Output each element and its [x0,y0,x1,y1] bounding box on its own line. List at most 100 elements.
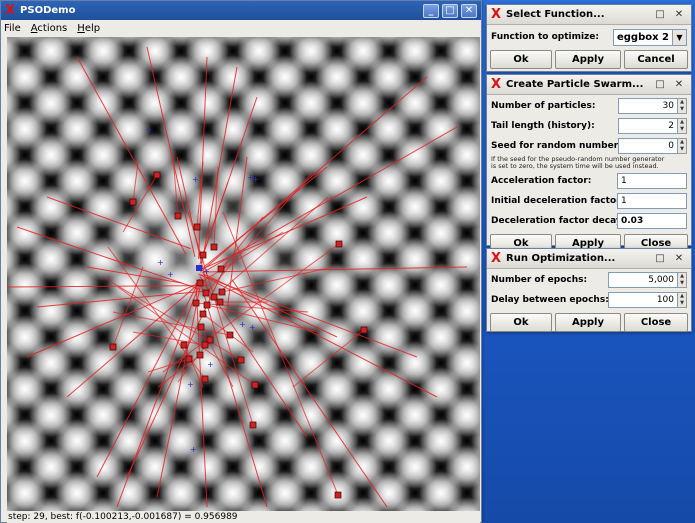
particle-trail [187,211,254,426]
spin-up-icon[interactable]: ▲ [680,119,684,125]
epochs-input[interactable]: 5,000 [608,272,678,288]
particles-input[interactable]: 30 [618,98,678,114]
particle [109,343,117,351]
spin-up-icon[interactable]: ▲ [680,273,684,279]
maximize-icon[interactable]: □ [655,9,665,20]
delay-input[interactable]: 100 [608,292,678,308]
particle [203,301,211,309]
spin-down-icon[interactable]: ▼ [680,146,684,152]
particle-trail [126,262,228,478]
create-swarm-titlebar[interactable]: X Create Particle Swarm... □ ✕ [487,75,691,95]
eggbox-plot: +++++++++++++ [7,37,480,511]
spin-up-icon[interactable]: ▲ [680,99,684,105]
status-bar: step: 29, best: f(-0.100213,-0.001687) =… [7,511,480,523]
cancel-button[interactable]: Cancel [624,50,688,69]
seed-input[interactable]: 0 [618,138,678,154]
maximize-icon[interactable]: □ [655,79,665,90]
particles-spinner[interactable]: 30 ▲ ▼ [618,98,687,114]
decay-label: Deceleration factor decay: [491,216,617,226]
particle [199,251,207,259]
particle-trail [122,174,158,233]
close-icon[interactable]: ✕ [674,79,684,90]
tail-length-input[interactable]: 2 [618,118,678,134]
particle-trail [16,226,201,290]
particle [197,323,205,331]
seed-note-line1: If the seed for the pseudo-random number… [491,155,665,163]
particle-trail [196,161,204,228]
delay-spinner[interactable]: 100 ▲ ▼ [608,292,687,308]
close-icon[interactable]: ✕ [674,253,684,264]
particle [206,336,214,344]
spin-up-icon[interactable]: ▲ [680,293,684,299]
particle [251,381,259,389]
particle [217,265,225,273]
personal-best-marker: + [157,258,164,267]
particle-trail [112,311,231,336]
close-button[interactable]: Close [624,313,688,332]
chevron-down-icon[interactable]: ▼ [672,29,686,45]
spin-down-icon[interactable]: ▼ [680,126,684,132]
main-window-titlebar[interactable]: X PSODemo _ □ ✕ [1,1,481,20]
close-icon[interactable]: ✕ [461,3,477,18]
particle-trail [201,126,458,274]
personal-best-marker: + [207,360,214,369]
x-logo-icon: X [491,77,502,92]
particle [199,310,207,318]
particle [153,171,161,179]
particle [237,356,245,364]
menu-file[interactable]: File [4,22,21,34]
swarm-canvas[interactable]: +++++++++++++ [7,37,480,511]
close-icon[interactable]: ✕ [674,9,684,20]
particle-trail [195,282,208,508]
personal-best-marker: + [247,173,254,182]
apply-button[interactable]: Apply [555,50,621,69]
maximize-icon[interactable]: □ [442,3,458,18]
particle-trail [198,278,268,508]
seed-note-line2: is set to zero, the system time will be … [491,162,659,170]
particle [196,279,204,287]
spin-down-icon[interactable]: ▼ [680,300,684,306]
maximize-icon[interactable]: □ [655,253,665,264]
menu-bar: File Actions Help [1,20,481,36]
personal-best-marker: + [187,380,194,389]
menu-actions[interactable]: Actions [30,22,68,34]
particle-trail [205,171,314,294]
run-optimization-title: Run Optimization... [506,253,616,264]
particle [180,341,188,349]
personal-bests-layer: +++++++++++++ [145,125,259,454]
ok-button[interactable]: Ok [490,313,552,332]
ok-button[interactable]: Ok [490,50,552,69]
tail-length-label: Tail length (history): [491,121,595,131]
particle [249,421,257,429]
tail-length-spinner[interactable]: 2 ▲ ▼ [618,118,687,134]
epochs-spinner[interactable]: 5,000 ▲ ▼ [608,272,687,288]
particle [334,491,342,499]
create-swarm-dialog: X Create Particle Swarm... □ ✕ Number of… [486,74,692,253]
personal-best-marker: + [192,175,199,184]
particle-trail [117,286,256,386]
particle [218,288,226,296]
spin-down-icon[interactable]: ▼ [680,106,684,112]
particle-trail [147,358,190,373]
personal-best-marker: + [190,445,197,454]
seed-spinner[interactable]: 0 ▲ ▼ [618,138,687,154]
apply-button[interactable]: Apply [555,313,621,332]
menu-help[interactable]: Help [77,22,101,34]
particle-trail [201,66,238,264]
particle-trail [172,156,179,217]
acceleration-input[interactable]: 1 [617,173,687,189]
select-function-titlebar[interactable]: X Select Function... □ ✕ [487,5,691,25]
spin-up-icon[interactable]: ▲ [680,139,684,145]
personal-best-marker: + [167,270,174,279]
minimize-icon[interactable]: _ [423,3,439,18]
particle-trails [7,46,468,508]
decay-input[interactable]: 0.03 [617,213,687,229]
run-optimization-titlebar[interactable]: X Run Optimization... □ ✕ [487,249,691,269]
select-function-dialog: X Select Function... □ ✕ Function to opt… [486,4,692,72]
deceleration-input[interactable]: 1 [617,193,687,209]
function-select[interactable]: eggbox 2 ▼ [612,28,687,46]
particle [201,341,209,349]
spin-down-icon[interactable]: ▼ [680,280,684,286]
particle [129,198,137,206]
function-label: Function to optimize: [491,32,599,42]
